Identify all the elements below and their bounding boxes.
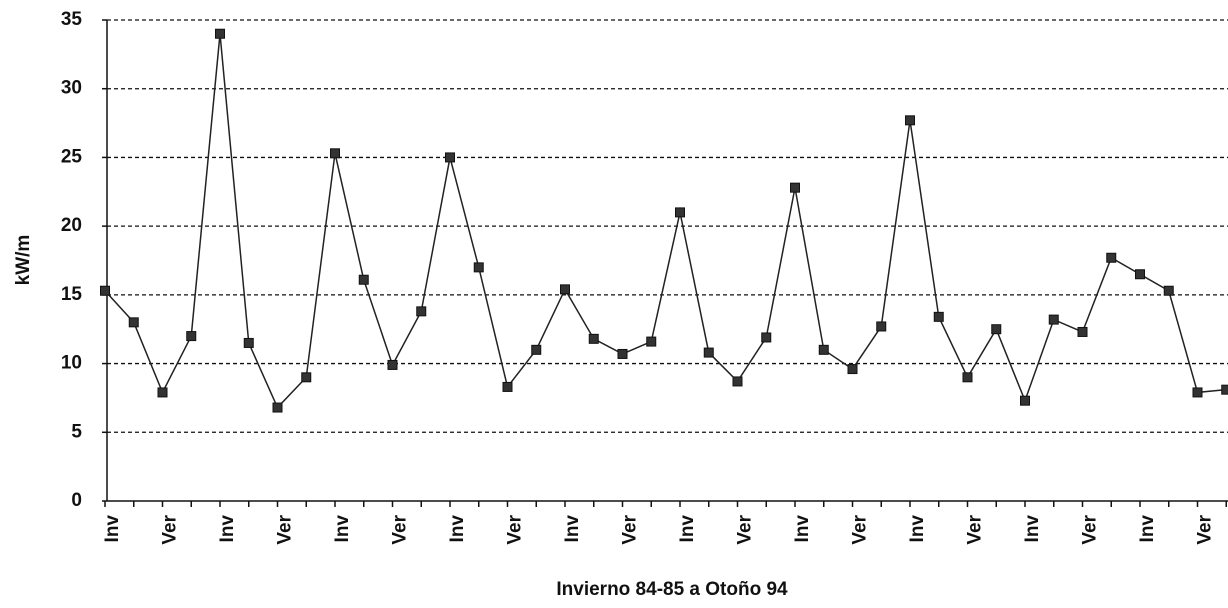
x-tick-label: Inv xyxy=(102,515,123,543)
line xyxy=(104,33,1227,409)
marker xyxy=(416,306,427,317)
marker xyxy=(1221,384,1228,395)
marker xyxy=(1106,252,1117,263)
x-tick-label: Ver xyxy=(965,514,986,544)
marker xyxy=(761,332,772,343)
marker xyxy=(1048,314,1059,325)
marker xyxy=(675,207,685,218)
marker xyxy=(847,364,858,375)
marker xyxy=(818,344,829,355)
marker xyxy=(186,331,197,342)
marker xyxy=(358,274,369,285)
x-tick-label: Ver xyxy=(850,514,871,544)
x-tick-label: Ver xyxy=(505,514,526,544)
marker xyxy=(876,321,887,332)
marker xyxy=(502,381,513,392)
x-tick-label: Inv xyxy=(217,515,238,543)
marker xyxy=(905,115,915,126)
marker xyxy=(330,148,340,159)
y-tick-label: 15 xyxy=(61,284,83,305)
marker xyxy=(1192,387,1203,398)
y-tick-label: 35 xyxy=(61,9,83,30)
x-tick-label: Inv xyxy=(907,515,928,543)
marker xyxy=(531,344,542,355)
y-tick-label: 10 xyxy=(61,353,82,374)
marker xyxy=(991,324,1002,335)
marker xyxy=(732,376,743,387)
marker xyxy=(790,182,800,193)
x-tick-label: Inv xyxy=(792,515,813,543)
marker xyxy=(243,337,254,348)
marker xyxy=(445,152,455,163)
x-tick-label: Inv xyxy=(332,515,353,543)
x-axis-label: Invierno 84-85 a Otoño 94 xyxy=(556,579,788,600)
marker xyxy=(617,348,628,359)
x-tick-label: Ver xyxy=(160,514,181,544)
marker xyxy=(473,262,484,273)
x-tick-label: Inv xyxy=(1022,515,1043,543)
marker xyxy=(588,333,599,344)
x-tick-label: Ver xyxy=(735,514,756,544)
marker xyxy=(1163,285,1174,296)
x-tick-label: Inv xyxy=(677,515,698,543)
x-tick-label: Ver xyxy=(1195,514,1216,544)
marker xyxy=(646,336,657,347)
marker xyxy=(100,285,110,296)
marker xyxy=(1135,269,1145,280)
y-tick-label: 25 xyxy=(61,146,83,167)
marker xyxy=(1020,395,1030,406)
marker xyxy=(1077,326,1088,337)
x-tick-label: Inv xyxy=(447,515,468,543)
marker xyxy=(215,28,225,39)
marker xyxy=(560,284,570,295)
x-tick-label: Inv xyxy=(1137,515,1158,543)
marker xyxy=(157,387,168,398)
y-tick-label: 30 xyxy=(61,78,82,99)
marker xyxy=(387,359,398,370)
marker xyxy=(128,317,139,328)
x-tick-label: Inv xyxy=(562,515,583,543)
marker xyxy=(301,372,312,383)
y-axis-label: kW/m xyxy=(13,235,34,286)
marker xyxy=(933,311,944,322)
x-tick-label: Ver xyxy=(620,514,641,544)
y-tick-label: 20 xyxy=(61,215,82,236)
x-tick-label: Ver xyxy=(390,514,411,544)
y-tick-label: 5 xyxy=(71,421,82,442)
x-tick-label: Ver xyxy=(275,514,296,544)
marker xyxy=(962,372,973,383)
y-tick-label: 0 xyxy=(71,490,82,511)
marker xyxy=(703,347,714,358)
x-tick-label: Ver xyxy=(1080,514,1101,544)
marker xyxy=(272,402,283,413)
